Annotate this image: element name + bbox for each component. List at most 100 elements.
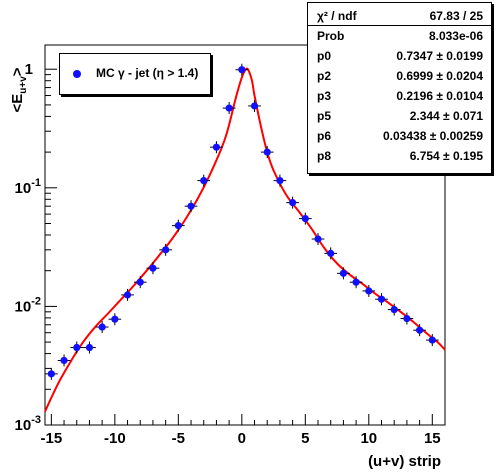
point-marker xyxy=(327,249,335,257)
stats-row: χ² / ndf 67.83 / 25 xyxy=(308,6,491,26)
stats-separator xyxy=(308,25,491,26)
data-point xyxy=(108,313,122,326)
stats-row: p8 6.754 ± 0.195 xyxy=(308,146,491,166)
data-point xyxy=(273,174,287,187)
stats-key: p6 xyxy=(317,129,332,143)
stats-row: p3 0.2196 ± 0.0104 xyxy=(308,86,491,106)
point-marker xyxy=(276,177,284,185)
point-marker xyxy=(428,336,436,344)
stats-value: 0.2196 ± 0.0104 xyxy=(396,89,483,103)
data-point xyxy=(298,212,312,225)
stats-row: Prob 8.033e-06 xyxy=(308,26,491,46)
points-layer xyxy=(45,63,439,380)
data-point xyxy=(425,334,439,347)
y-tick-base: 10 xyxy=(15,417,32,434)
point-marker xyxy=(47,370,55,378)
data-point xyxy=(286,196,299,209)
x-tick-label: -10 xyxy=(104,430,126,447)
point-marker xyxy=(377,295,386,303)
point-marker xyxy=(200,177,208,185)
point-marker xyxy=(136,278,144,286)
data-point xyxy=(133,276,147,289)
y-tick-label: 10-3 xyxy=(15,414,41,434)
data-point xyxy=(171,219,185,232)
stats-row: p6 0.03438 ± 0.00259 xyxy=(308,126,491,146)
data-point xyxy=(235,63,249,76)
point-marker xyxy=(403,314,411,323)
data-point xyxy=(146,262,160,275)
data-point xyxy=(260,146,274,159)
point-marker xyxy=(289,199,297,207)
y-axis-title-close: > xyxy=(9,67,26,76)
point-marker xyxy=(111,315,119,323)
point-marker xyxy=(98,323,106,331)
x-tick-label: -5 xyxy=(172,430,185,447)
stats-row: p5 2.344 ± 0.071 xyxy=(308,106,491,126)
stats-row: p0 0.7347 ± 0.0199 xyxy=(308,46,491,66)
y-tick-exponent: -3 xyxy=(31,414,41,426)
x-tick-label: 0 xyxy=(238,430,246,447)
point-marker xyxy=(225,104,233,112)
point-marker xyxy=(301,214,309,223)
point-marker xyxy=(339,269,348,277)
y-tick-label: 1 xyxy=(25,61,33,78)
data-point xyxy=(95,321,109,334)
legend-label: MC γ - jet (η > 1.4) xyxy=(96,66,199,80)
point-marker xyxy=(174,222,182,230)
stats-key: p2 xyxy=(317,69,332,83)
legend: MC γ - jet (η > 1.4) xyxy=(59,53,211,95)
y-tick-base: 10 xyxy=(15,180,32,197)
data-point xyxy=(197,174,211,187)
stats-row: p2 0.6999 ± 0.0204 xyxy=(308,66,491,86)
data-point xyxy=(311,233,325,246)
y-axis-title-sub: u+v xyxy=(18,76,29,94)
data-point xyxy=(349,276,363,289)
point-marker xyxy=(250,102,259,110)
point-marker xyxy=(416,326,424,334)
data-point xyxy=(413,324,426,337)
point-marker xyxy=(390,305,398,314)
data-point xyxy=(70,341,84,354)
data-point xyxy=(375,293,388,306)
x-tick-label: 15 xyxy=(424,430,441,447)
point-marker xyxy=(73,343,81,352)
stats-key: χ² / ndf xyxy=(317,9,357,23)
data-point xyxy=(387,303,401,316)
data-point xyxy=(222,102,236,115)
data-point xyxy=(83,341,96,354)
point-marker xyxy=(187,202,195,210)
data-point xyxy=(57,354,71,367)
y-tick-base: 10 xyxy=(15,298,32,315)
data-point xyxy=(400,312,414,325)
stats-key: p5 xyxy=(317,109,332,123)
point-marker xyxy=(314,235,322,243)
stats-key: Prob xyxy=(317,29,345,43)
point-marker xyxy=(212,143,221,151)
y-tick-label: 10-2 xyxy=(15,295,41,315)
y-axis-title-group: <Eu+v> xyxy=(9,67,29,112)
data-point xyxy=(337,267,350,280)
point-marker xyxy=(365,287,373,295)
x-tick-label: 5 xyxy=(301,430,309,447)
stats-key: p8 xyxy=(317,149,332,163)
stats-value: 8.033e-06 xyxy=(428,29,483,43)
y-axis-title: <Eu+v> xyxy=(9,67,29,112)
x-tick-label: -15 xyxy=(41,430,63,447)
data-point xyxy=(324,247,338,260)
y-axis-title-open: <E xyxy=(9,94,26,113)
stats-value: 0.6999 ± 0.0204 xyxy=(396,69,483,83)
stats-box: χ² / ndf 67.83 / 25 Prob 8.033e-06 p0 0.7347 … xyxy=(307,2,492,174)
point-marker xyxy=(263,148,271,156)
y-tick-exponent: -2 xyxy=(31,295,41,307)
stats-key: p3 xyxy=(317,89,332,103)
y-tick-label: 10-1 xyxy=(15,177,41,197)
stats-value: 2.344 ± 0.071 xyxy=(409,109,483,123)
stats-value: 0.03438 ± 0.00259 xyxy=(382,129,483,143)
data-point xyxy=(362,284,376,297)
point-marker xyxy=(352,278,360,286)
data-point xyxy=(159,243,172,256)
x-tick-label: 10 xyxy=(360,430,377,447)
data-point xyxy=(210,141,223,154)
y-tick-exponent: -1 xyxy=(31,177,41,189)
